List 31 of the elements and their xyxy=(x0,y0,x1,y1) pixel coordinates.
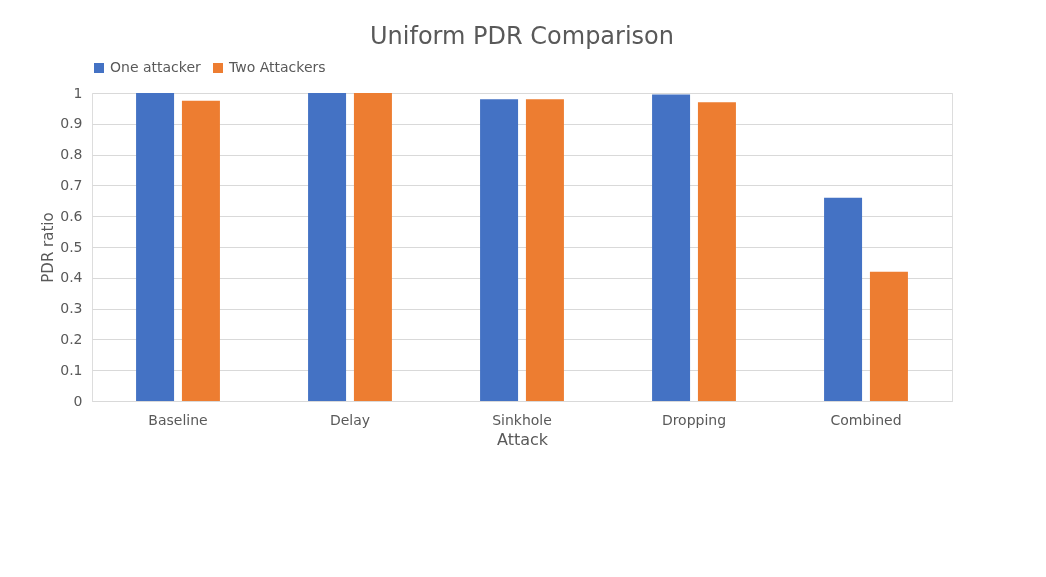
y-tick-label: 0.5 xyxy=(60,238,83,255)
y-tick-label: 0.9 xyxy=(60,115,83,132)
bar xyxy=(525,99,564,401)
bar xyxy=(697,102,736,401)
x-tick-label: Baseline xyxy=(148,411,208,428)
y-axis-title: PDR ratio xyxy=(39,212,58,283)
y-tick-label: 0.2 xyxy=(60,330,83,347)
legend-label: Two Attackers xyxy=(228,59,326,75)
chart-title: Uniform PDR Comparison xyxy=(370,22,674,50)
bar xyxy=(480,99,519,401)
y-tick-label: 0.7 xyxy=(60,176,83,193)
x-tick-label: Delay xyxy=(329,411,371,428)
y-tick-label: 0.1 xyxy=(60,361,83,378)
y-tick-label: 0.3 xyxy=(60,300,83,317)
bar xyxy=(652,94,691,401)
y-tick-label: 0.6 xyxy=(60,207,83,224)
y-tick-label: 0.4 xyxy=(60,269,83,286)
bar xyxy=(824,197,863,401)
bar xyxy=(308,93,347,401)
x-tick-label: Sinkhole xyxy=(492,411,552,428)
x-tick-label: Combined xyxy=(830,411,902,428)
bar xyxy=(869,271,908,401)
x-axis-title: Attack xyxy=(496,429,549,449)
bar xyxy=(181,100,220,401)
y-tick-label: 1 xyxy=(73,84,83,101)
y-tick-label: 0 xyxy=(73,392,83,409)
x-tick-label: Dropping xyxy=(661,411,727,428)
y-tick-label: 0.8 xyxy=(60,146,83,163)
bar xyxy=(353,93,392,401)
bar xyxy=(136,93,175,401)
legend-label: One attacker xyxy=(110,59,202,75)
